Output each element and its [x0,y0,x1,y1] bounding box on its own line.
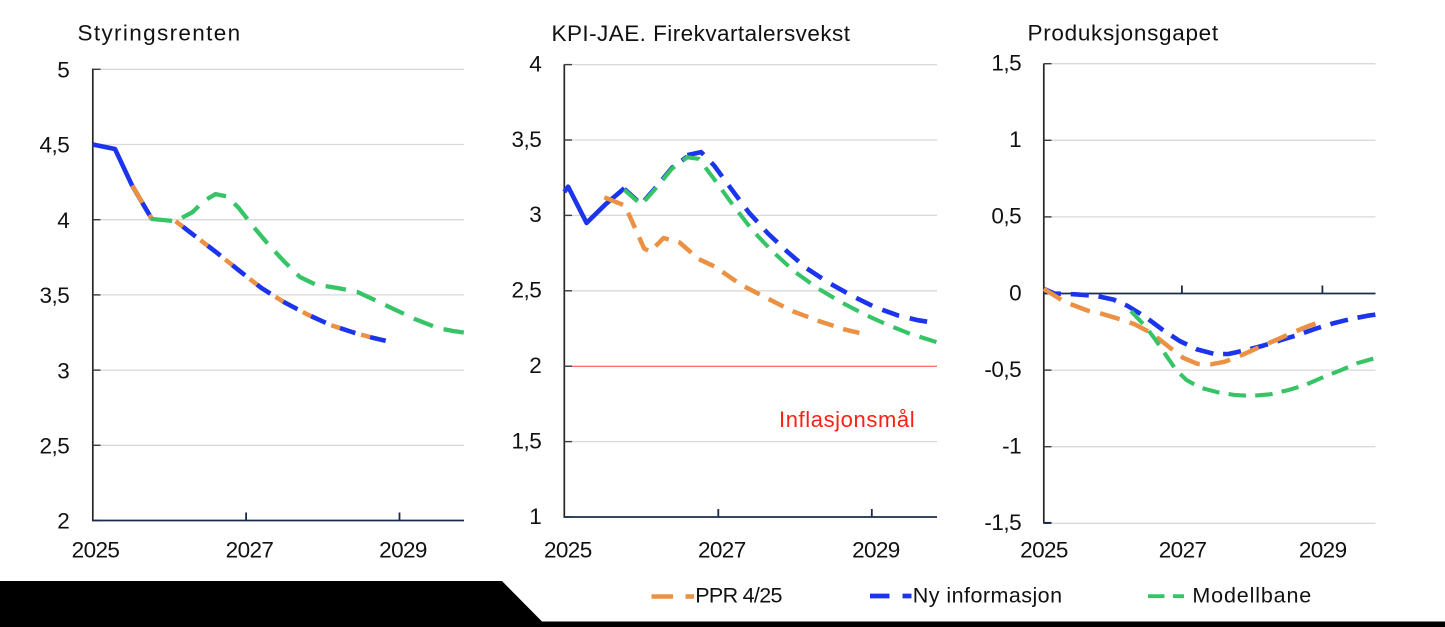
svg-text:Modellbane: Modellbane [1192,584,1312,608]
svg-text:Inflasjonsmål: Inflasjonsmål [779,407,915,432]
svg-text:4,5: 4,5 [40,133,70,158]
svg-text:2027: 2027 [698,538,746,563]
svg-text:0,5: 0,5 [991,204,1021,229]
svg-text:0: 0 [1009,280,1021,305]
svg-text:3: 3 [529,202,541,227]
svg-text:4: 4 [529,51,541,76]
svg-text:PPR 4/25: PPR 4/25 [695,584,782,608]
svg-text:5: 5 [57,58,69,83]
svg-text:4: 4 [57,208,69,233]
svg-text:2,5: 2,5 [40,434,70,459]
svg-text:Styringsrenten: Styringsrenten [78,21,242,46]
svg-text:1,5: 1,5 [512,428,542,453]
svg-text:2: 2 [529,353,541,378]
svg-text:3: 3 [57,358,69,383]
svg-text:2029: 2029 [852,538,900,563]
svg-text:2,5: 2,5 [512,278,542,303]
svg-text:1: 1 [1009,127,1021,152]
svg-text:-1,5: -1,5 [984,510,1021,535]
svg-text:2025: 2025 [544,538,592,563]
svg-text:Produksjonsgapet: Produksjonsgapet [1028,21,1219,46]
svg-text:-0,5: -0,5 [984,357,1021,382]
svg-text:Ny informasjon: Ny informasjon [913,584,1063,608]
svg-text:2027: 2027 [226,538,274,563]
svg-text:-1: -1 [1002,434,1021,459]
svg-text:KPI-JAE. Firekvartalersvekst: KPI-JAE. Firekvartalersvekst [552,21,851,46]
svg-text:3,5: 3,5 [40,283,70,308]
svg-text:2027: 2027 [1159,538,1207,563]
svg-text:2029: 2029 [1299,538,1347,563]
svg-text:2: 2 [57,509,69,534]
svg-text:3,5: 3,5 [512,127,542,152]
svg-text:2025: 2025 [72,538,120,563]
svg-text:2025: 2025 [1020,538,1068,563]
svg-text:1,5: 1,5 [991,51,1021,76]
svg-text:2029: 2029 [379,538,427,563]
svg-text:1: 1 [529,504,541,529]
